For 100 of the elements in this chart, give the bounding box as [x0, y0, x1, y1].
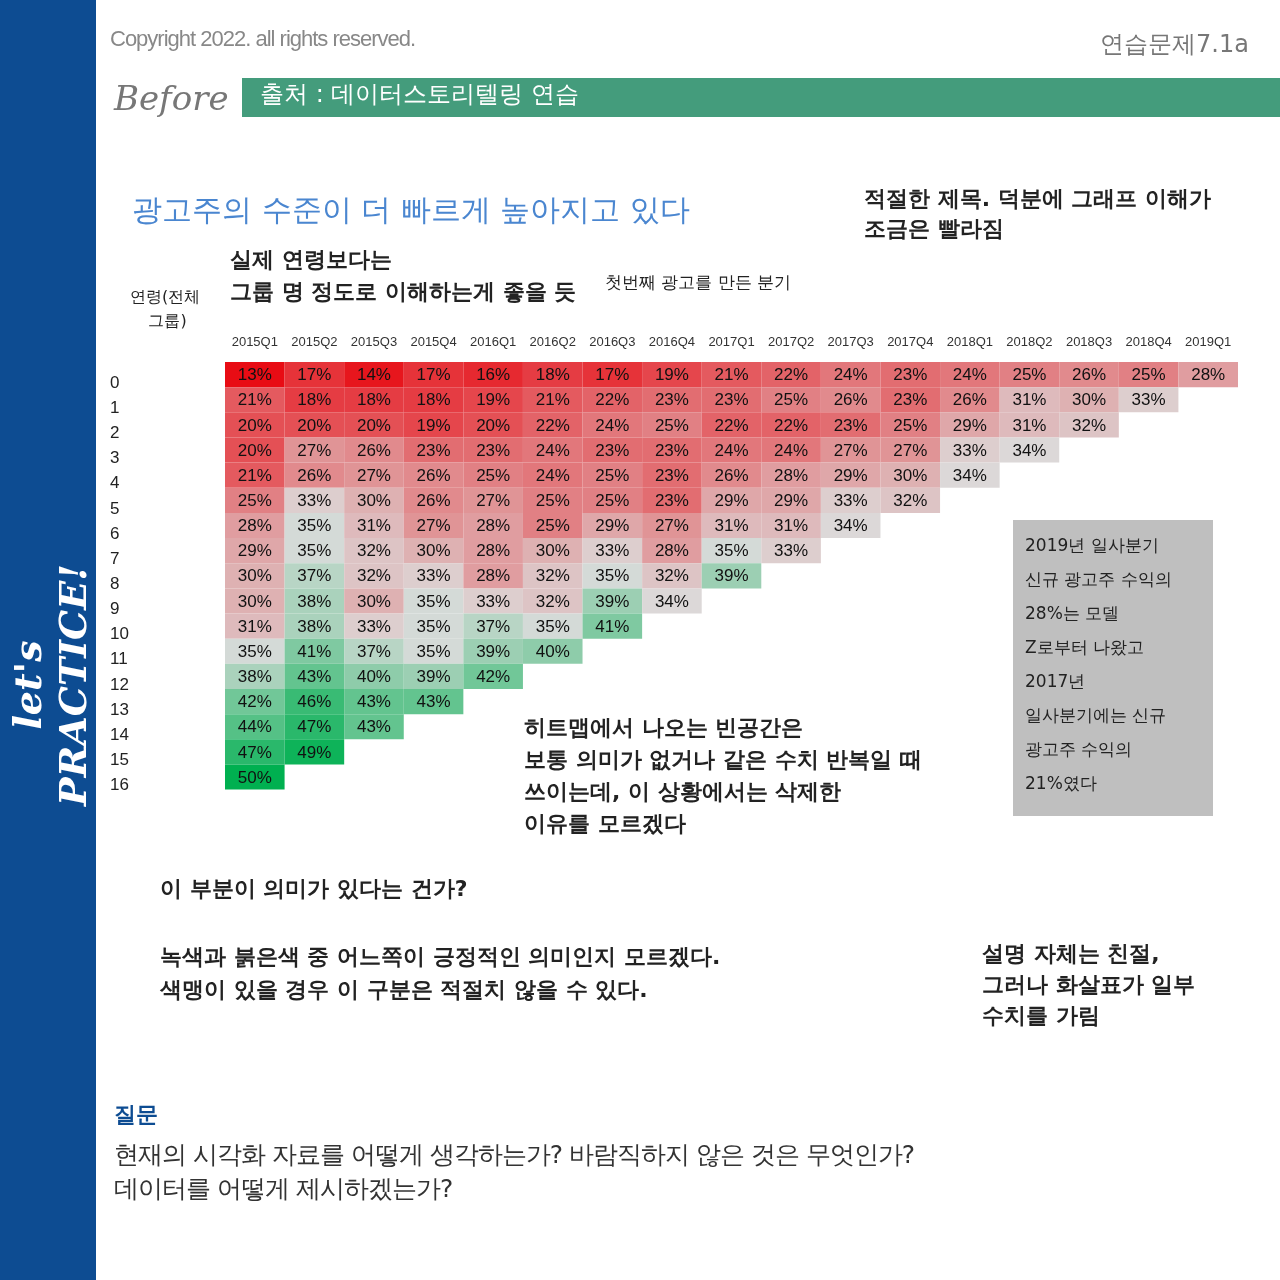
x-tick-label: 2015Q3 — [350, 333, 398, 349]
x-tick-label: 2018Q1 — [946, 333, 993, 349]
text: 설명 자체는 친절, 그러나 화살표가 일부 수치를 가림 — [982, 940, 1196, 1030]
data-label: 32% — [356, 566, 391, 586]
data-label: 46% — [297, 692, 332, 712]
y-tick-label: 0 — [110, 372, 120, 392]
data-label: 47% — [237, 742, 272, 762]
data-label: 20% — [476, 415, 511, 435]
data-label: 16% — [476, 365, 511, 385]
text: 연습문제7.1a — [1100, 29, 1249, 60]
data-label: 24% — [535, 440, 570, 460]
data-label: 23% — [416, 440, 451, 460]
data-label: 35% — [297, 541, 332, 561]
data-label: 31% — [237, 616, 272, 636]
x-tick-label: 2018Q4 — [1125, 333, 1172, 349]
data-label: 37% — [476, 616, 511, 636]
data-label: 35% — [714, 541, 749, 561]
data-label: 21% — [535, 390, 570, 410]
data-label: 39% — [416, 667, 451, 687]
data-label: 19% — [476, 390, 511, 410]
data-label: 35% — [595, 566, 630, 586]
text: 이 부분이 의미가 있다는 건가? — [160, 875, 468, 903]
x-tick-label: 2017Q3 — [827, 333, 874, 349]
data-label: 35% — [416, 641, 451, 661]
x-tick-label: 2016Q3 — [589, 333, 636, 349]
data-label: 29% — [833, 465, 868, 485]
data-label: 17% — [416, 365, 451, 385]
data-label: 34% — [833, 516, 868, 536]
data-label: 33% — [1131, 390, 1166, 410]
y-tick-label: 2 — [110, 423, 120, 443]
data-label: 18% — [416, 390, 451, 410]
x-tick-label: 2016Q4 — [648, 333, 696, 349]
data-label: 18% — [535, 365, 570, 385]
x-axis-title: 첫번째 광고를 만든 분기 — [605, 272, 792, 293]
data-label: 33% — [952, 440, 987, 460]
data-label: 35% — [416, 591, 451, 611]
x-tick-label: 2016Q1 — [470, 333, 517, 349]
data-label: 25% — [1131, 365, 1166, 385]
text: 현재의 시각화 자료를 어떻게 생각하는가? 바람직하지 않은 것은 무엇인가? 데이터를 어떻게 제시하겠는가? — [114, 1139, 915, 1205]
data-label: 27% — [654, 516, 689, 536]
data-label: 26% — [952, 390, 987, 410]
data-label: 43% — [297, 667, 332, 687]
x-tick-label: 2018Q2 — [1006, 333, 1053, 349]
data-label: 27% — [416, 516, 451, 536]
data-label: 25% — [774, 390, 809, 410]
data-label: 20% — [237, 415, 272, 435]
data-label: 39% — [595, 591, 630, 611]
data-label: 20% — [297, 415, 332, 435]
data-label: 14% — [356, 365, 391, 385]
data-label: 38% — [297, 616, 332, 636]
data-label: 27% — [356, 465, 391, 485]
data-label: 31% — [714, 516, 749, 536]
data-label: 18% — [356, 390, 391, 410]
data-label: 25% — [476, 465, 511, 485]
data-label: 18% — [297, 390, 332, 410]
data-label: 39% — [714, 566, 749, 586]
text: Before — [114, 78, 229, 118]
data-label: 22% — [774, 415, 809, 435]
chart-title: 광고주의 수준이 더 빠르게 높아지고 있다 — [132, 191, 690, 227]
data-label: 26% — [356, 440, 391, 460]
data-label: 30% — [356, 591, 391, 611]
data-label: 24% — [595, 415, 630, 435]
data-label: 33% — [774, 541, 809, 561]
data-label: 32% — [654, 566, 689, 586]
y-tick-label: 6 — [110, 523, 120, 543]
data-label: 27% — [833, 440, 868, 460]
data-label: 21% — [237, 390, 272, 410]
y-tick-label: 10 — [110, 624, 129, 644]
data-label: 25% — [893, 415, 928, 435]
data-label: 25% — [1012, 365, 1047, 385]
data-label: 28% — [774, 465, 809, 485]
data-label: 24% — [774, 440, 809, 460]
data-label: 41% — [595, 616, 630, 636]
text: 질문 — [114, 1101, 158, 1129]
data-label: 43% — [356, 692, 391, 712]
data-label: 23% — [595, 440, 630, 460]
data-label: 21% — [714, 365, 749, 385]
y-axis-title: 연령(전체 그룹) — [129, 287, 201, 331]
y-tick-label: 14 — [110, 724, 129, 744]
data-label: 29% — [237, 541, 272, 561]
y-tick-label: 8 — [110, 573, 120, 593]
y-tick-label: 13 — [110, 699, 129, 719]
data-label: 28% — [1191, 365, 1226, 385]
data-label: 31% — [356, 516, 391, 536]
data-label: 26% — [297, 465, 332, 485]
x-tick-label: 2017Q1 — [708, 333, 755, 349]
source-note: 출처 : 데이터스토리텔링 연습 — [242, 78, 1280, 117]
data-label: 29% — [714, 491, 749, 511]
data-label: 23% — [893, 365, 928, 385]
y-tick-label: 9 — [110, 599, 120, 619]
data-label: 34% — [1012, 440, 1047, 460]
data-label: 29% — [952, 415, 987, 435]
x-tick-label: 2019Q1 — [1185, 333, 1232, 349]
text: Copyright 2022. all rights reserved. — [110, 26, 416, 52]
data-label: 33% — [476, 591, 511, 611]
data-label: 28% — [476, 516, 511, 536]
data-label: 37% — [297, 566, 332, 586]
data-label: 26% — [1072, 365, 1107, 385]
data-label: 13% — [237, 365, 272, 385]
data-label: 32% — [356, 541, 391, 561]
